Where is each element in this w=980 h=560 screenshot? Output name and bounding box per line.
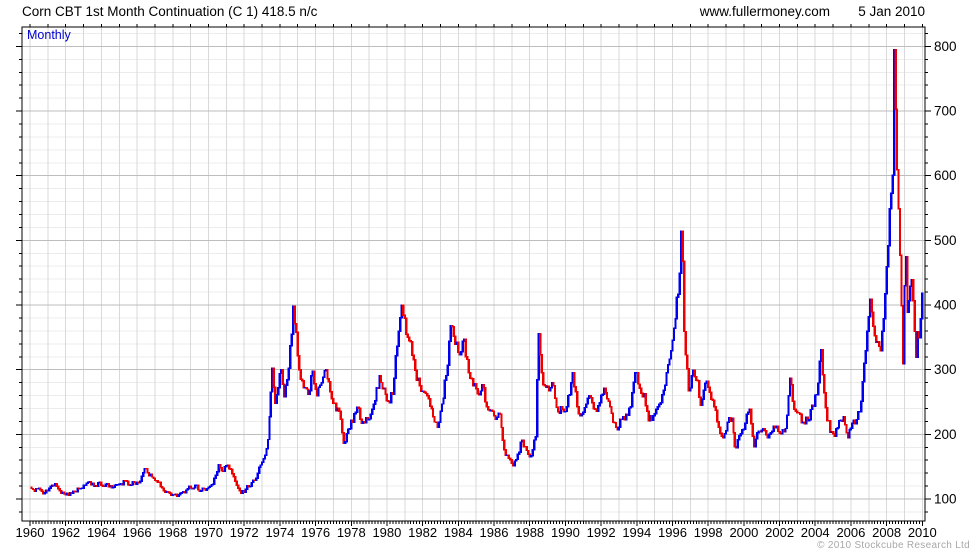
website-url: www.fullermoney.com (699, 4, 830, 19)
svg-text:500: 500 (934, 233, 957, 248)
svg-text:1994: 1994 (622, 525, 651, 540)
svg-text:1968: 1968 (158, 525, 187, 540)
svg-text:1998: 1998 (694, 525, 723, 540)
frequency-label: Monthly (27, 28, 71, 42)
svg-text:100: 100 (934, 492, 957, 507)
svg-text:1974: 1974 (265, 525, 294, 540)
svg-text:1982: 1982 (408, 525, 437, 540)
svg-text:1972: 1972 (230, 525, 259, 540)
svg-text:1976: 1976 (301, 525, 330, 540)
chart-date: 5 Jan 2010 (858, 4, 925, 19)
svg-text:700: 700 (934, 104, 957, 119)
svg-text:1964: 1964 (87, 525, 116, 540)
svg-text:1992: 1992 (587, 525, 616, 540)
svg-text:2002: 2002 (765, 525, 794, 540)
svg-text:1970: 1970 (194, 525, 223, 540)
svg-text:2010: 2010 (908, 525, 937, 540)
svg-text:1984: 1984 (444, 525, 473, 540)
svg-text:2008: 2008 (872, 525, 901, 540)
svg-text:1980: 1980 (372, 525, 401, 540)
svg-text:1966: 1966 (123, 525, 152, 540)
svg-text:400: 400 (934, 298, 957, 313)
chart-title: Corn CBT 1st Month Continuation (C 1) 41… (22, 4, 318, 19)
svg-text:600: 600 (934, 168, 957, 183)
svg-text:1960: 1960 (16, 525, 45, 540)
svg-text:1978: 1978 (337, 525, 366, 540)
svg-text:1986: 1986 (480, 525, 509, 540)
svg-text:800: 800 (934, 39, 957, 54)
svg-text:1962: 1962 (51, 525, 80, 540)
svg-text:1996: 1996 (658, 525, 687, 540)
copyright-notice: © 2010 Stockcube Research Ltd (817, 540, 970, 551)
svg-text:1990: 1990 (551, 525, 580, 540)
svg-text:2000: 2000 (729, 525, 758, 540)
svg-text:2006: 2006 (836, 525, 865, 540)
svg-text:1988: 1988 (515, 525, 544, 540)
svg-text:300: 300 (934, 362, 957, 377)
svg-text:2004: 2004 (801, 525, 830, 540)
svg-text:200: 200 (934, 427, 957, 442)
